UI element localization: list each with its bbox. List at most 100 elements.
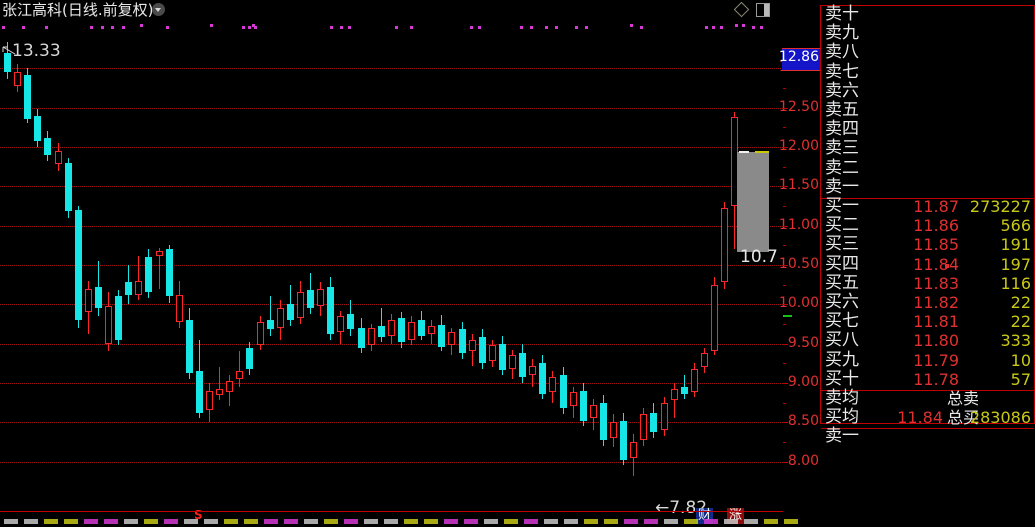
axis-minor-tick — [783, 285, 786, 286]
gridline — [0, 108, 783, 109]
buy-order-row[interactable]: 买四 11.84 197 — [821, 253, 1034, 276]
sell-order-row[interactable]: 卖七 — [821, 61, 1034, 84]
chart-baseline — [0, 511, 783, 512]
date-axis-segment — [584, 519, 598, 524]
date-axis-segment — [44, 519, 58, 524]
buy-volume: 116 — [1000, 273, 1031, 293]
buy-order-row[interactable]: 买五 11.83 116 — [821, 273, 1034, 295]
gridline — [0, 186, 783, 187]
candle-body — [105, 305, 112, 344]
candle-body — [94, 286, 102, 309]
candlestick-chart[interactable]: 10.7 13.33 ←7.82 S 财 涨 — [0, 19, 784, 524]
candle-body — [307, 290, 314, 309]
candle-body — [458, 329, 466, 354]
candle-body — [175, 294, 183, 322]
event-marker-dot — [478, 26, 481, 29]
date-axis-segment — [464, 519, 478, 524]
sell-order-row[interactable]: 卖三 — [821, 138, 1034, 160]
date-axis-segment — [384, 519, 398, 524]
axis-tick-label: 8.00 — [787, 452, 819, 469]
sell-order-row[interactable]: 卖八 — [821, 43, 1034, 64]
candle-body — [498, 343, 506, 371]
axis-minor-tick — [783, 127, 786, 128]
buy-order-row[interactable]: 买三 11.85 191 — [821, 235, 1034, 256]
bottom-date-strip — [0, 519, 813, 527]
gridline — [0, 226, 783, 227]
candle-body — [125, 282, 133, 295]
sell-level-label: 卖七 — [825, 61, 859, 82]
gridline — [0, 265, 783, 266]
crosshair-highlight-block — [737, 152, 769, 252]
buy-order-row[interactable]: 买一 11.87 273227 — [821, 196, 1034, 218]
axis-tick — [783, 462, 788, 463]
sell-order-row[interactable]: 卖九 — [821, 23, 1034, 45]
buy-volume: 566 — [1000, 216, 1031, 236]
buy-order-row[interactable]: 买六 11.82 22 — [821, 292, 1034, 314]
date-axis-segment — [764, 519, 778, 524]
sell-order-row[interactable]: 卖十 — [821, 4, 1034, 26]
order-book-divider — [821, 198, 1034, 199]
order-book-panel[interactable]: 卖十 卖九 卖八 卖七 卖六 卖五 卖四 卖三 卖二 卖一 买一 11.87 273227 买二 11.86… — [820, 4, 1035, 446]
sell-level-label: 卖三 — [825, 138, 859, 159]
chevron-down-icon[interactable] — [152, 3, 165, 16]
buy-level-label: 买二 — [825, 215, 859, 236]
date-axis-segment — [704, 519, 718, 524]
buy-level-label: 买四 — [825, 253, 859, 274]
date-axis-segment — [484, 519, 498, 524]
axis-tick-label: 12.00 — [778, 138, 819, 155]
sell-level-label: 卖十 — [825, 4, 859, 24]
total-sell-label: 总卖 — [947, 389, 980, 408]
event-marker-dot — [122, 26, 125, 29]
candle-body — [44, 137, 52, 155]
candle-wick — [683, 375, 685, 399]
buy-order-row[interactable]: 买二 11.86 566 — [821, 215, 1034, 237]
buy-order-row[interactable]: 买八 11.80 333 — [821, 331, 1034, 352]
order-book-footer-row[interactable]: 卖一 — [821, 427, 1034, 448]
price-axis[interactable]: 13.0012.5012.0011.5011.0010.5010.009.509… — [779, 19, 820, 513]
date-axis-segment — [684, 519, 698, 524]
axis-minor-tick — [783, 442, 786, 443]
gridline — [0, 304, 783, 305]
total-buy-value: 283086 — [969, 408, 1031, 428]
candle-body — [367, 327, 375, 346]
event-marker-dot — [101, 26, 104, 29]
page-title: 张江高科(日线.前复权) — [2, 1, 154, 19]
sell-order-row[interactable]: 卖六 — [821, 81, 1034, 103]
candle-body — [337, 316, 345, 332]
s-signal-marker: S — [194, 508, 203, 522]
candle-wick — [673, 382, 675, 419]
gridline — [0, 462, 783, 463]
period-low-label: ←7.82 — [655, 498, 708, 518]
order-book-divider — [821, 390, 1034, 391]
date-axis-segment — [564, 519, 578, 524]
sell-order-row[interactable]: 卖四 — [821, 119, 1034, 141]
candle-body — [4, 52, 11, 73]
buy-order-row[interactable]: 买九 11.79 10 — [821, 350, 1034, 372]
buy-order-row[interactable]: 买十 11.78 57 — [821, 369, 1034, 391]
date-axis-segment — [284, 519, 298, 524]
diamond-icon[interactable] — [733, 1, 750, 18]
sell-order-row[interactable]: 卖二 — [821, 158, 1034, 180]
sell-order-row[interactable]: 卖五 — [821, 100, 1034, 122]
candle-body — [428, 326, 436, 335]
sell-order-row[interactable]: 卖一 — [821, 177, 1034, 199]
event-marker-dot — [45, 26, 48, 29]
date-axis-segment — [524, 519, 538, 524]
panel-toggle-icon[interactable] — [756, 3, 770, 17]
axis-tick — [783, 226, 788, 227]
buy-order-row[interactable]: 买七 11.81 22 — [821, 311, 1034, 333]
date-axis-segment — [224, 519, 238, 524]
candle-body — [448, 331, 456, 346]
date-axis-segment — [144, 519, 158, 524]
buy-average-value: 11.84 — [897, 408, 943, 428]
candle-body — [660, 402, 668, 431]
candle-body — [387, 320, 395, 336]
candle-body — [620, 420, 628, 460]
order-book-divider — [821, 428, 1034, 430]
axis-tick-label: 10.00 — [778, 295, 819, 312]
date-axis-segment — [304, 519, 318, 524]
gridline — [0, 383, 783, 384]
candle-body — [14, 72, 22, 86]
candle-wick — [380, 308, 382, 342]
summary-row: 买均 11.84 总买 283086 — [821, 407, 1034, 429]
